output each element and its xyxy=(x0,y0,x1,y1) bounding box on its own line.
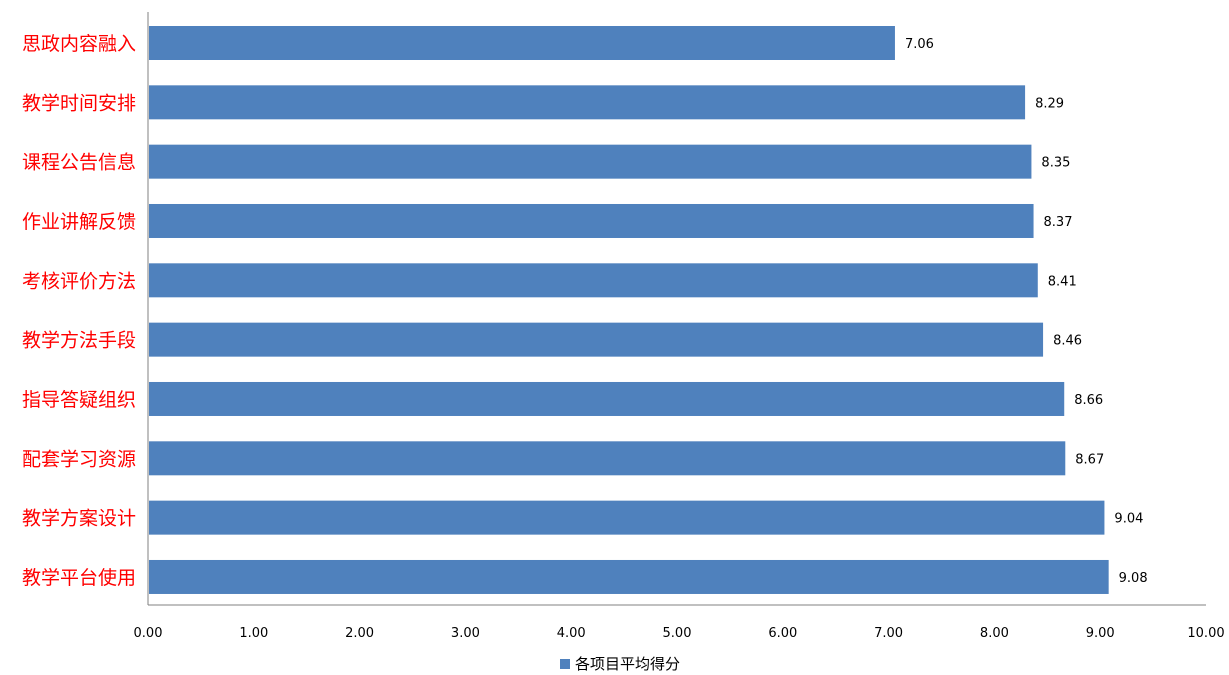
category-label: 教学方案设计 xyxy=(22,508,136,530)
category-label: 教学方法手段 xyxy=(22,330,136,352)
bar xyxy=(149,263,1038,298)
category-label: 教学平台使用 xyxy=(22,567,136,589)
data-label: 8.67 xyxy=(1075,452,1104,467)
bar xyxy=(149,144,1032,179)
data-label: 9.04 xyxy=(1114,512,1143,527)
bar xyxy=(149,559,1109,594)
x-tick-label: 1.00 xyxy=(239,626,268,641)
axes-group xyxy=(147,12,1206,606)
data-label: 8.46 xyxy=(1053,334,1082,349)
data-label: 9.08 xyxy=(1119,571,1148,586)
bar xyxy=(149,203,1034,238)
tick-labels-group: 0.00 1.00 2.00 3.00 4.00 5.00 6.00 7.00 8.00 9.00… xyxy=(134,626,1225,641)
legend-swatch xyxy=(560,659,570,669)
bar xyxy=(149,381,1065,416)
category-label: 配套学习资源 xyxy=(22,448,136,470)
category-labels-group: 思政内容融入教学时间安排课程公告信息作业讲解反馈考核评价方法教学方法手段指导答疑… xyxy=(22,33,136,589)
x-tick-label: 0.00 xyxy=(134,626,163,641)
legend: 各项目平均得分 xyxy=(560,655,680,673)
data-label: 8.29 xyxy=(1035,96,1064,111)
data-label: 8.66 xyxy=(1074,393,1103,408)
category-label: 教学时间安排 xyxy=(22,92,136,114)
data-labels-group: 7.06 8.29 8.35 8.37 8.41 8.46 8.66 8.67 9.04 9.08 xyxy=(905,37,1148,586)
bar xyxy=(149,500,1105,535)
x-tick-label: 5.00 xyxy=(663,626,692,641)
x-tick-label: 10.00 xyxy=(1187,626,1224,641)
category-label: 考核评价方法 xyxy=(22,270,136,292)
x-tick-label: 8.00 xyxy=(980,626,1009,641)
bar xyxy=(149,85,1026,120)
x-tick-label: 4.00 xyxy=(557,626,586,641)
x-tick-label: 3.00 xyxy=(451,626,480,641)
data-label: 7.06 xyxy=(905,37,934,52)
legend-label: 各项目平均得分 xyxy=(575,655,680,673)
data-label: 8.41 xyxy=(1048,274,1077,289)
x-tick-label: 6.00 xyxy=(768,626,797,641)
data-label: 8.37 xyxy=(1044,215,1073,230)
category-label: 作业讲解反馈 xyxy=(22,211,136,233)
x-tick-label: 9.00 xyxy=(1086,626,1115,641)
bars-group xyxy=(149,26,1109,594)
x-tick-label: 7.00 xyxy=(874,626,903,641)
x-tick-label: 2.00 xyxy=(345,626,374,641)
bar xyxy=(149,441,1066,476)
category-label: 指导答疑组织 xyxy=(22,389,136,411)
category-label: 思政内容融入 xyxy=(22,33,136,55)
data-label: 8.35 xyxy=(1041,156,1070,171)
bar xyxy=(149,26,895,60)
bar xyxy=(149,322,1044,357)
category-label: 课程公告信息 xyxy=(22,152,136,174)
